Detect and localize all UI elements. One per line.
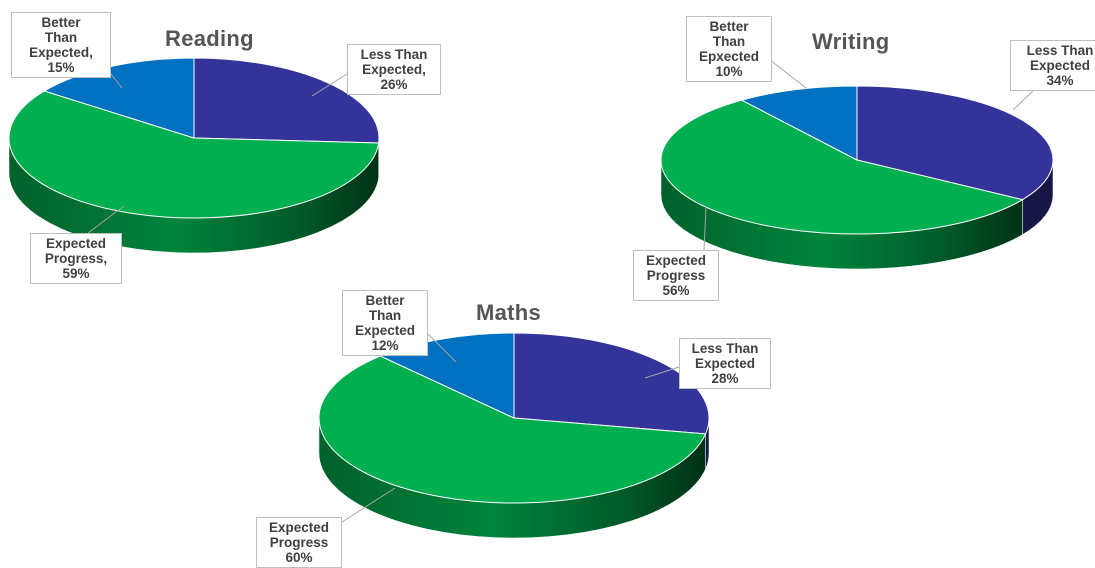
pie-maths: [319, 333, 709, 538]
pie-reading: [9, 58, 379, 253]
data-label-line: Than: [16, 30, 106, 45]
data-label-line: Expected: [684, 356, 766, 371]
leader-line-writing-0: [1013, 88, 1036, 110]
data-label-line: Expected: [261, 520, 337, 535]
data-label-line: 28%: [684, 371, 766, 386]
writing-chart-title: Writing: [812, 29, 889, 55]
data-label-line: Expected: [638, 253, 714, 268]
data-label-line: Better: [16, 15, 106, 30]
data-label-line: Less Than: [1015, 43, 1095, 58]
data-label-line: Expected,: [352, 62, 436, 77]
data-label-line: Expected: [1015, 58, 1095, 73]
data-label-line: Progress: [261, 535, 337, 550]
data-label-line: Expected: [347, 323, 423, 338]
data-label-line: 26%: [352, 77, 436, 92]
reading-chart-title: Reading: [165, 26, 254, 52]
data-label-line: 59%: [35, 266, 117, 281]
data-label-line: Less Than: [684, 341, 766, 356]
data-label-line: 15%: [16, 60, 106, 75]
data-label-line: Than: [691, 34, 767, 49]
data-label-line: Expected: [35, 236, 117, 251]
data-label-line: 10%: [691, 64, 767, 79]
data-label-line: Better: [691, 19, 767, 34]
data-label-line: Than: [347, 308, 423, 323]
data-label-line: Less Than: [352, 47, 436, 62]
leader-line-writing-2: [770, 60, 806, 88]
data-label-line: Progress,: [35, 251, 117, 266]
data-label-line: 60%: [261, 550, 337, 565]
data-label-line: Epxected: [691, 49, 767, 64]
data-label-line: 56%: [638, 283, 714, 298]
data-label-line: 34%: [1015, 73, 1095, 88]
maths-chart-title: Maths: [476, 300, 541, 326]
data-label-line: 12%: [347, 338, 423, 353]
data-label-line: Better: [347, 293, 423, 308]
pie-writing: [661, 60, 1053, 269]
data-label-line: Progress: [638, 268, 714, 283]
data-label-line: Expected,: [16, 45, 106, 60]
